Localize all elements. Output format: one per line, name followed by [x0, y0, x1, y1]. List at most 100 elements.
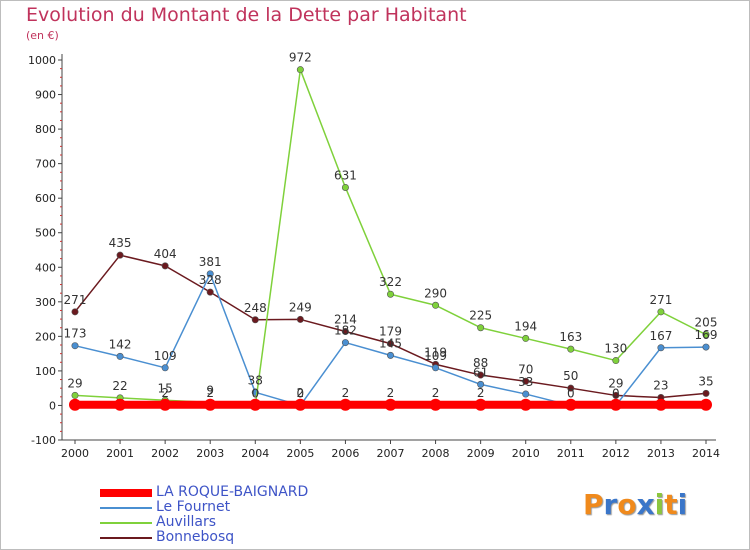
- data-point: [161, 262, 169, 270]
- data-point: [116, 352, 124, 360]
- data-label: 271: [649, 293, 672, 307]
- legend-swatch: [100, 489, 152, 497]
- data-label: 322: [379, 275, 402, 289]
- legend-swatch: [100, 537, 152, 539]
- chart-subtitle: (en €): [26, 29, 59, 42]
- data-label: 328: [199, 273, 222, 287]
- data-label: 0: [297, 386, 305, 400]
- data-label: 29: [608, 376, 623, 390]
- data-point: [702, 389, 710, 397]
- data-label: 145: [379, 336, 402, 350]
- data-label: 173: [64, 327, 87, 341]
- data-label: 214: [334, 313, 357, 327]
- legend-label: Auvillars: [156, 514, 217, 530]
- data-label: 194: [514, 319, 537, 333]
- data-label: 109: [154, 349, 177, 363]
- data-label: 2: [477, 386, 485, 400]
- data-point: [71, 391, 79, 399]
- data-point: [700, 398, 712, 411]
- data-label: 2: [206, 386, 214, 400]
- logo-letter: P: [583, 488, 604, 521]
- data-point: [71, 308, 79, 316]
- data-point: [657, 344, 665, 352]
- legend-item: Bonnebosq: [100, 529, 360, 545]
- legend-label: Bonnebosq: [156, 529, 235, 545]
- data-label: 2: [342, 386, 350, 400]
- x-tick-label: 2010: [512, 447, 540, 460]
- data-point: [522, 377, 530, 385]
- data-point: [612, 391, 620, 399]
- data-point: [249, 398, 262, 411]
- data-label: 119: [424, 345, 447, 359]
- data-point: [477, 380, 485, 388]
- legend-swatch: [100, 507, 152, 509]
- data-label: 972: [289, 51, 312, 65]
- legend-swatch: [100, 522, 152, 524]
- data-point: [159, 398, 172, 411]
- x-tick-label: 2006: [331, 447, 359, 460]
- x-tick-label: 2004: [241, 447, 269, 460]
- data-point: [206, 270, 214, 278]
- data-label: 169: [695, 328, 718, 342]
- data-label: 249: [289, 300, 312, 314]
- x-tick-label: 2001: [106, 447, 134, 460]
- data-label: 38: [248, 373, 263, 387]
- data-point: [432, 364, 440, 372]
- y-tick-label: 900: [35, 89, 56, 102]
- data-label: 22: [112, 379, 127, 393]
- data-point: [567, 345, 575, 353]
- data-point: [341, 183, 349, 191]
- data-point: [114, 398, 127, 411]
- legend-label: Le Fournet: [156, 499, 231, 515]
- x-tick-label: 2003: [196, 447, 224, 460]
- data-label: 23: [653, 379, 668, 393]
- data-point: [654, 398, 667, 411]
- proxiti-logo: Proxiti: [583, 488, 687, 521]
- data-label: 381: [199, 255, 222, 269]
- data-label: 435: [109, 236, 132, 250]
- data-label: 9: [206, 383, 214, 397]
- data-point: [477, 324, 485, 332]
- data-point: [69, 398, 81, 411]
- data-point: [702, 343, 710, 351]
- x-tick-label: 2014: [692, 447, 720, 460]
- chart-legend: LA ROQUE-BAIGNARD Le Fournet Auvillars Bonn…: [100, 484, 360, 545]
- data-point: [341, 328, 349, 336]
- data-label: 205: [695, 316, 718, 330]
- data-point: [564, 398, 577, 411]
- logo-letter: x: [636, 488, 655, 521]
- data-label: 0: [567, 386, 575, 400]
- x-tick-label: 2000: [61, 447, 89, 460]
- data-label: 109: [424, 349, 447, 363]
- data-point: [251, 316, 259, 324]
- logo-letter: r: [603, 488, 618, 521]
- y-tick-label: 400: [35, 261, 56, 274]
- data-label: 163: [559, 330, 582, 344]
- data-label: 225: [469, 309, 492, 323]
- data-point: [161, 364, 169, 372]
- data-point: [609, 398, 622, 411]
- data-point: [702, 331, 710, 339]
- legend-item: LA ROQUE-BAIGNARD: [100, 484, 360, 500]
- x-tick-label: 2012: [602, 447, 630, 460]
- data-point: [429, 398, 442, 411]
- y-tick-label: 0: [49, 399, 56, 412]
- data-label: 61: [473, 365, 488, 379]
- data-point: [522, 390, 530, 398]
- data-point: [567, 384, 575, 392]
- data-point: [657, 308, 665, 316]
- data-point: [386, 340, 394, 348]
- logo-letter: i: [654, 488, 665, 521]
- x-tick-label: 2013: [647, 447, 675, 460]
- data-label: 2: [161, 386, 169, 400]
- x-tick-label: 2009: [467, 447, 495, 460]
- data-point: [384, 398, 397, 411]
- data-point: [339, 398, 352, 411]
- logo-letter: o: [617, 488, 637, 521]
- y-tick-label: 600: [35, 192, 56, 205]
- data-label: 179: [379, 325, 402, 339]
- data-label: 35: [698, 374, 713, 388]
- data-label: 2: [387, 386, 395, 400]
